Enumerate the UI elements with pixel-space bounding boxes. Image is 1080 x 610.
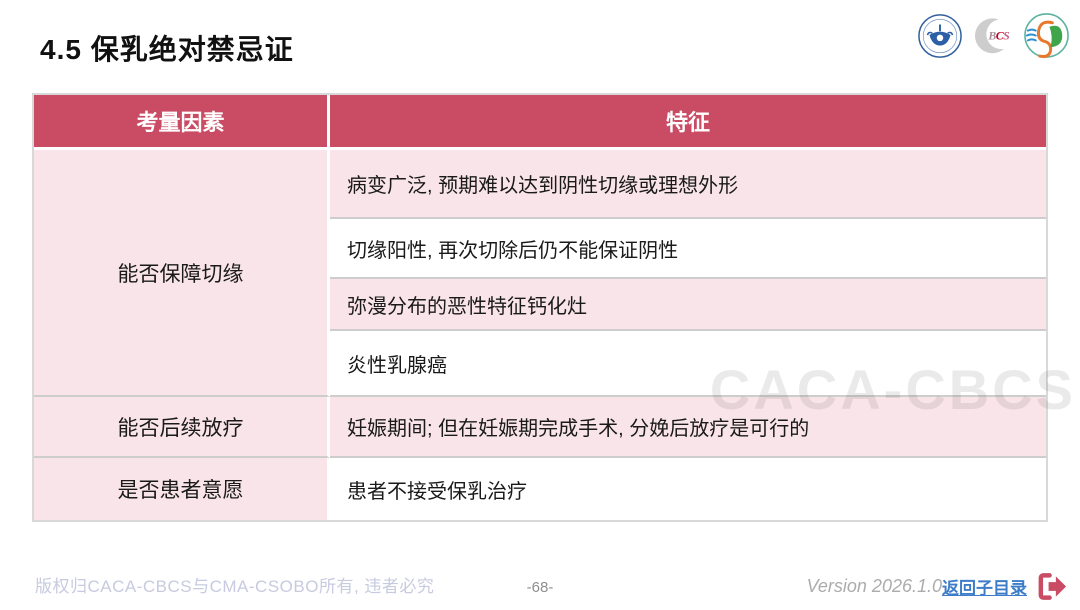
caca-association-logo-icon [918,13,962,58]
table-row: 弥漫分布的恶性特征钙化灶 [34,279,1046,331]
feature-cell: 炎性乳腺癌 [330,331,1046,397]
feature-cell: 病变广泛, 预期难以达到阴性切缘或理想外形 [330,150,1046,219]
factor-cell-patient-will: 是否患者意愿 [34,458,330,520]
table-row: 炎性乳腺癌 [34,331,1046,397]
column-header-factor: 考量因素 [34,95,330,150]
copyright-text: 版权归CACA-CBCS与CMA-CSOBO所有, 违者必究 [35,577,435,596]
bcs-logo-icon: B C S [975,17,1010,53]
factor-cell-margin: 能否保障切缘 [34,150,330,397]
exit-arrow-icon[interactable] [1035,571,1068,602]
page-title: 4.5 保乳绝对禁忌证 [40,34,294,65]
table-row: 切缘阳性, 再次切除后仍不能保证阴性 [34,219,1046,279]
bcs-letter-b: B [987,28,996,42]
society-swirl-logo-icon [1024,13,1069,58]
header-row: 考量因素 特征 [34,95,1046,150]
contraindications-table: 考量因素 特征 能否保障切缘 病变广泛, 预期难以达到阴性切缘或理想外形 切缘阳… [32,93,1048,522]
footer-right: Version 2026.1.0 返回子目录 [807,571,1068,602]
page-number: -68- [526,579,554,596]
contraindications-table-wrap: 考量因素 特征 能否保障切缘 病变广泛, 预期难以达到阴性切缘或理想外形 切缘阳… [32,93,1048,522]
version-text: Version 2026.1.0 [806,576,942,596]
table-row: 能否后续放疗 妊娠期间; 但在妊娠期完成手术, 分娩后放疗是可行的 [34,397,1046,458]
feature-cell: 患者不接受保乳治疗 [330,458,1046,520]
feature-cell: 切缘阳性, 再次切除后仍不能保证阴性 [330,219,1046,279]
feature-cell: 弥漫分布的恶性特征钙化灶 [330,279,1046,331]
factor-cell-radiotherapy: 能否后续放疗 [34,397,330,458]
feature-cell: 妊娠期间; 但在妊娠期完成手术, 分娩后放疗是可行的 [330,397,1046,458]
bcs-letter-c: C [996,28,1005,42]
back-to-toc-link[interactable]: 返回子目录 [942,579,1027,598]
table-row: 能否保障切缘 病变广泛, 预期难以达到阴性切缘或理想外形 [34,150,1046,397]
bcs-letter-s: S [1003,28,1010,42]
column-header-feature: 特征 [330,95,1046,150]
table-row: 是否患者意愿 患者不接受保乳治疗 [34,458,1046,520]
logo-row: B C S [917,12,1070,59]
